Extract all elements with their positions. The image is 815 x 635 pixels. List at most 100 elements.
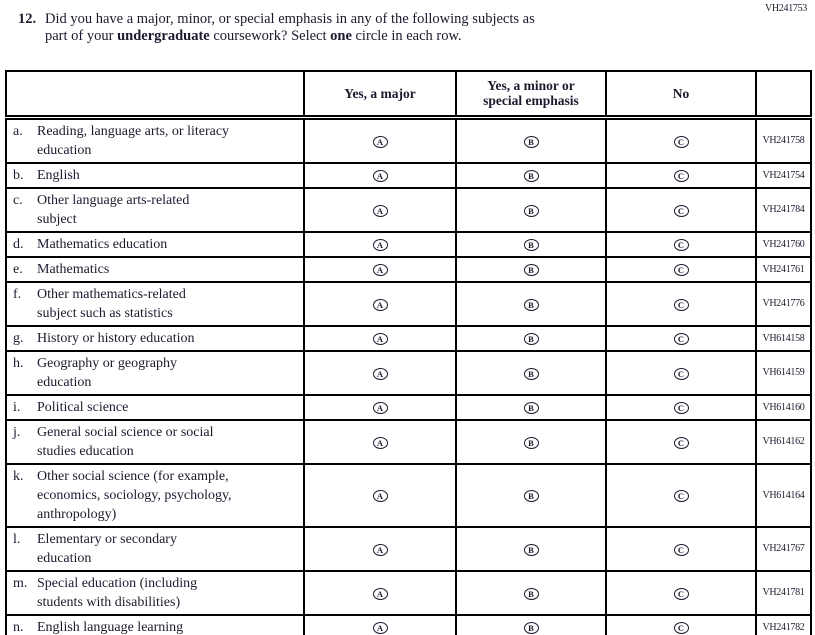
option-circle-b[interactable]: B: [523, 543, 539, 556]
option-circle-a[interactable]: A: [372, 170, 388, 183]
option-circle-a[interactable]: A: [372, 298, 388, 311]
option-circle-a[interactable]: A: [372, 436, 388, 449]
option-cell-c: C: [605, 525, 757, 572]
option-circle-a[interactable]: A: [372, 622, 388, 635]
table-row: f. Other mathematics-related subject such …: [5, 280, 812, 327]
option-circle-c[interactable]: C: [673, 264, 689, 277]
row-letter: n.: [13, 619, 24, 635]
option-circle-a[interactable]: A: [372, 543, 388, 556]
table-row: l. Elementary or secondary education A B C VH2…: [5, 525, 812, 572]
option-cell-b: B: [455, 525, 607, 572]
option-circle-a[interactable]: A: [372, 239, 388, 252]
option-circle-b[interactable]: B: [523, 170, 539, 183]
option-circle-b[interactable]: B: [523, 490, 539, 503]
row-code: VH241760: [755, 230, 812, 258]
column-header-no: No: [605, 70, 757, 120]
option-cell-a: A: [303, 186, 457, 233]
option-circle-c[interactable]: C: [673, 239, 689, 252]
option-circle-a[interactable]: A: [372, 587, 388, 600]
option-circle-b[interactable]: B: [523, 298, 539, 311]
option-circle-c[interactable]: C: [673, 622, 689, 635]
option-circle-c[interactable]: C: [673, 543, 689, 556]
option-circle-c[interactable]: C: [673, 135, 689, 148]
row-label: History or history education: [37, 330, 195, 346]
option-cell-b: B: [455, 116, 607, 164]
option-circle-c[interactable]: C: [673, 204, 689, 217]
row-code: VH614159: [755, 349, 812, 396]
option-circle-c[interactable]: C: [673, 490, 689, 503]
row-code: VH614162: [755, 418, 812, 465]
row-letter: e.: [13, 261, 23, 277]
table-row: n. English language learning A B C VH241782: [5, 613, 812, 635]
option-circle-b[interactable]: B: [523, 436, 539, 449]
subject-cell: j. General social science or social studie…: [5, 418, 305, 465]
option-circle-a[interactable]: A: [372, 367, 388, 380]
subject-cell: a. Reading, language arts, or literacy edu…: [5, 116, 305, 164]
row-code: VH241758: [755, 116, 812, 164]
question-line-2-mid: coursework? Select: [209, 27, 331, 44]
header-row: Yes, a major Yes, a minor or special emp…: [5, 70, 812, 120]
option-circle-c[interactable]: C: [673, 367, 689, 380]
row-label: Special education (including students wit…: [37, 575, 198, 610]
option-cell-c: C: [605, 393, 757, 421]
subject-cell: d. Mathematics education: [5, 230, 305, 258]
option-circle-c[interactable]: C: [673, 170, 689, 183]
row-letter: b.: [13, 167, 24, 183]
option-circle-a[interactable]: A: [372, 204, 388, 217]
subject-cell: f. Other mathematics-related subject such …: [5, 280, 305, 327]
option-cell-b: B: [455, 186, 607, 233]
option-cell-c: C: [605, 280, 757, 327]
option-circle-a[interactable]: A: [372, 402, 388, 415]
option-cell-c: C: [605, 613, 757, 635]
subject-cell: k. Other social science (for example, econ…: [5, 462, 305, 528]
option-circle-c[interactable]: C: [673, 298, 689, 311]
option-cell-b: B: [455, 393, 607, 421]
column-header-code: [755, 70, 812, 120]
table-row: h. Geography or geography education A B C VH61…: [5, 349, 812, 396]
option-circle-c[interactable]: C: [673, 402, 689, 415]
option-circle-b[interactable]: B: [523, 367, 539, 380]
form-code-top-right: VH241753: [764, 3, 807, 14]
option-cell-a: A: [303, 525, 457, 572]
option-circle-a[interactable]: A: [372, 490, 388, 503]
option-circle-b[interactable]: B: [523, 135, 539, 148]
subject-cell: l. Elementary or secondary education: [5, 525, 305, 572]
option-cell-a: A: [303, 393, 457, 421]
row-label: Mathematics: [37, 261, 110, 277]
option-cell-b: B: [455, 230, 607, 258]
subject-cell: b. English: [5, 161, 305, 189]
row-code: VH614160: [755, 393, 812, 421]
option-circle-a[interactable]: A: [372, 135, 388, 148]
option-circle-b[interactable]: B: [523, 587, 539, 600]
option-circle-b[interactable]: B: [523, 204, 539, 217]
option-circle-c[interactable]: C: [673, 436, 689, 449]
option-cell-c: C: [605, 116, 757, 164]
row-letter: k.: [13, 468, 24, 484]
table-row: g. History or history education A B C VH61415…: [5, 324, 812, 352]
option-cell-c: C: [605, 230, 757, 258]
option-circle-c[interactable]: C: [673, 333, 689, 346]
option-cell-b: B: [455, 613, 607, 635]
option-circle-c[interactable]: C: [673, 587, 689, 600]
option-circle-b[interactable]: B: [523, 264, 539, 277]
row-letter: l.: [13, 531, 21, 547]
option-circle-b[interactable]: B: [523, 402, 539, 415]
option-cell-b: B: [455, 324, 607, 352]
row-letter: c.: [13, 192, 23, 208]
table-body: a. Reading, language arts, or literacy edu…: [5, 116, 812, 635]
row-label: Elementary or secondary education: [37, 531, 177, 566]
question-line-1: Did you have a major, minor, or special …: [45, 11, 535, 27]
table-row: e. Mathematics A B C VH241761: [5, 255, 812, 283]
table-row: i. Political science A B C VH614160: [5, 393, 812, 421]
option-circle-b[interactable]: B: [523, 333, 539, 346]
option-circle-b[interactable]: B: [523, 239, 539, 252]
option-circle-a[interactable]: A: [372, 264, 388, 277]
option-cell-c: C: [605, 324, 757, 352]
question-line-2-pre: part of your: [45, 27, 118, 44]
option-circle-a[interactable]: A: [372, 333, 388, 346]
row-letter: f.: [13, 286, 22, 302]
option-circle-b[interactable]: B: [523, 622, 539, 635]
option-cell-b: B: [455, 280, 607, 327]
column-header-yes-minor-line-2: special emphasis: [483, 93, 579, 109]
row-code: VH614164: [755, 462, 812, 528]
